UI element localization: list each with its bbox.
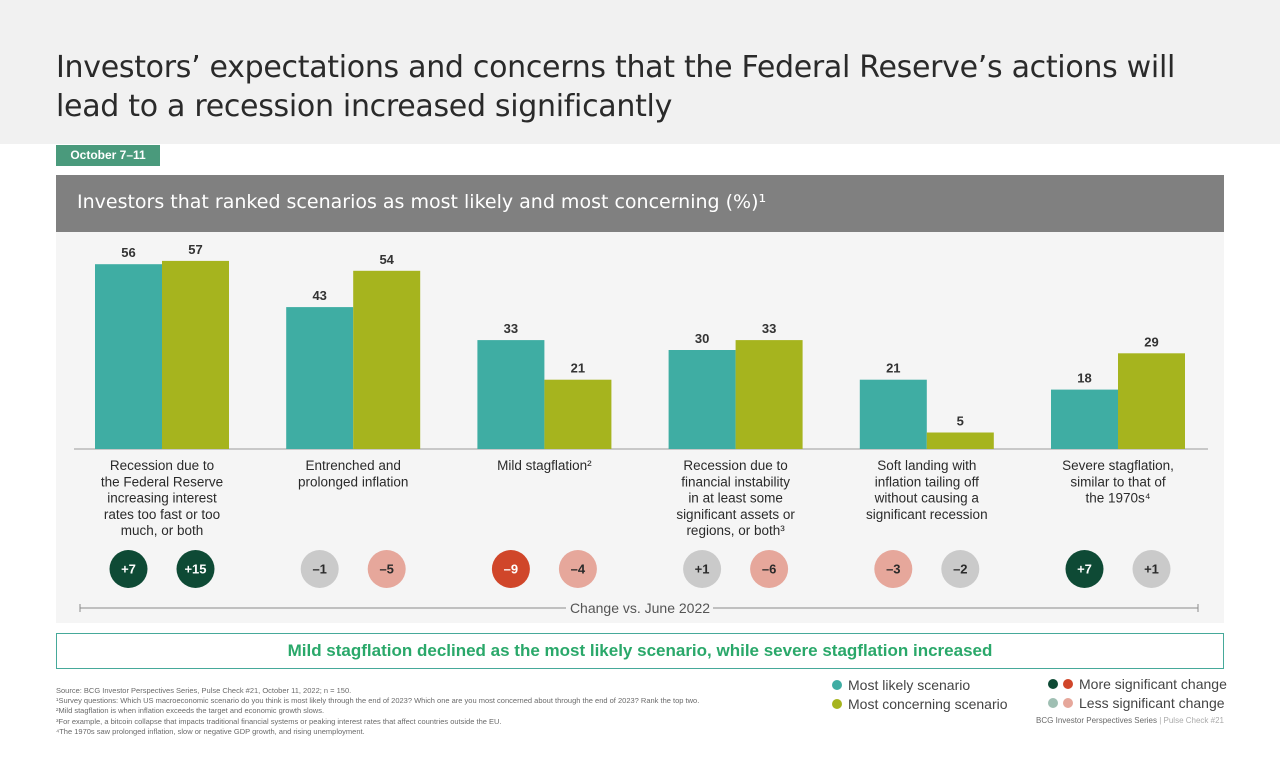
light-red-dot-icon bbox=[1063, 698, 1073, 709]
change-label: –6 bbox=[762, 562, 776, 577]
footnote-3: ³For example, a bitcoin collapse that im… bbox=[56, 716, 502, 726]
brand-footer: BCG Investor Perspectives Series | Pulse… bbox=[1036, 716, 1224, 725]
chart-panel-header: Investors that ranked scenarios as most … bbox=[56, 175, 1224, 232]
legend-item-less-significant: Less significant change bbox=[1048, 694, 1227, 714]
footnote-source: Source: BCG Investor Perspectives Series… bbox=[56, 686, 352, 695]
data-label: 33 bbox=[762, 321, 776, 336]
change-badge bbox=[491, 550, 530, 588]
chart-panel: 56 +7 57 +15 Recession due to the Federal Res… bbox=[56, 232, 1224, 623]
chart-title: Investors that ranked scenarios as most … bbox=[77, 191, 767, 213]
change-label: –3 bbox=[886, 562, 900, 577]
dark-green-dot-icon bbox=[1048, 678, 1058, 689]
category-label: Mild stagflation² bbox=[497, 458, 592, 473]
legend-item-most-likely: Most likely scenario bbox=[832, 675, 1008, 695]
teal-dot-icon bbox=[832, 679, 842, 690]
bar bbox=[1118, 353, 1185, 449]
change-label: –2 bbox=[953, 562, 967, 577]
change-badge bbox=[558, 550, 597, 588]
date-tag: October 7–11 bbox=[56, 145, 160, 166]
change-badge bbox=[300, 550, 339, 588]
footnote-4: ⁴The 1970s saw prolonged inflation, slow… bbox=[56, 726, 365, 736]
brand-series: BCG Investor Perspectives Series bbox=[1036, 716, 1157, 725]
series-legend: Most likely scenario Most concerning sce… bbox=[832, 675, 1008, 714]
change-label: +1 bbox=[695, 562, 710, 577]
bar bbox=[1051, 389, 1118, 449]
bar bbox=[859, 379, 927, 449]
bar bbox=[162, 260, 229, 449]
legend-item-most-concerning: Most concerning scenario bbox=[832, 695, 1008, 715]
legend-item-more-significant: More significant change bbox=[1048, 674, 1227, 694]
change-badge bbox=[1065, 550, 1104, 588]
footnotes: Source: BCG Investor Perspectives Series… bbox=[56, 686, 816, 737]
bar bbox=[95, 264, 162, 449]
page-title: Investors’ expectations and concerns tha… bbox=[56, 50, 1176, 124]
bar bbox=[544, 379, 612, 449]
change-label: +15 bbox=[184, 562, 206, 577]
red-dot-icon bbox=[1063, 678, 1073, 689]
data-label: 29 bbox=[1144, 334, 1158, 349]
significance-legend: More significant change Less significant… bbox=[1048, 674, 1227, 713]
header-band: Investors’ expectations and concerns tha… bbox=[0, 0, 1280, 144]
change-badge bbox=[683, 550, 722, 588]
bar bbox=[926, 432, 994, 449]
data-label: 43 bbox=[312, 288, 326, 303]
footnote-1: ¹Survey questions: Which US macroeconomi… bbox=[56, 696, 700, 706]
change-label: –1 bbox=[312, 562, 326, 577]
change-label: +7 bbox=[121, 562, 136, 577]
bar bbox=[735, 340, 803, 449]
change-badge bbox=[176, 550, 215, 588]
category-label: Recession due to the Federal Reserve incre… bbox=[101, 458, 223, 538]
change-label: –5 bbox=[379, 562, 393, 577]
brand-issue: Pulse Check #21 bbox=[1163, 716, 1224, 725]
data-label: 21 bbox=[571, 361, 585, 376]
data-label: 57 bbox=[188, 242, 202, 257]
category-label: Recession due to financial instability in … bbox=[676, 458, 795, 538]
footnote-2: ²Mild stagflation is when inflation exce… bbox=[56, 706, 325, 716]
bar bbox=[668, 350, 736, 449]
brand-separator: | bbox=[1159, 716, 1162, 725]
data-label: 54 bbox=[379, 252, 394, 267]
legend-label: Most concerning scenario bbox=[848, 696, 1008, 713]
change-label: +7 bbox=[1077, 562, 1092, 577]
data-label: 30 bbox=[695, 331, 709, 346]
legend-label: Less significant change bbox=[1079, 695, 1225, 712]
data-label: 21 bbox=[886, 361, 900, 376]
change-badge bbox=[367, 550, 406, 588]
bar bbox=[286, 307, 354, 449]
data-label: 5 bbox=[957, 414, 964, 429]
category-label: Severe stagflation, similar to that of the… bbox=[1062, 458, 1174, 506]
change-badge bbox=[874, 550, 913, 588]
change-badge bbox=[941, 550, 980, 588]
legend-label: More significant change bbox=[1079, 675, 1227, 692]
data-label: 56 bbox=[121, 245, 135, 260]
bar bbox=[477, 340, 545, 449]
light-green-dot-icon bbox=[1048, 698, 1058, 709]
data-label: 33 bbox=[504, 321, 518, 336]
change-badge bbox=[1132, 550, 1171, 588]
change-label: +1 bbox=[1144, 562, 1159, 577]
category-label: Soft landing with inflation tailing off wi… bbox=[866, 458, 988, 522]
change-axis-caption: Change vs. June 2022 bbox=[570, 600, 710, 616]
bar bbox=[353, 270, 421, 449]
change-badge bbox=[750, 550, 789, 588]
change-label: –4 bbox=[571, 562, 586, 577]
legend-label: Most likely scenario bbox=[848, 676, 971, 693]
change-label: –9 bbox=[504, 562, 518, 577]
category-label: Entrenched and prolonged inflation bbox=[298, 458, 408, 489]
change-badge bbox=[109, 550, 148, 588]
data-label: 18 bbox=[1077, 371, 1091, 386]
key-takeaway: Mild stagflation declined as the most li… bbox=[56, 633, 1224, 669]
olive-dot-icon bbox=[832, 699, 842, 710]
